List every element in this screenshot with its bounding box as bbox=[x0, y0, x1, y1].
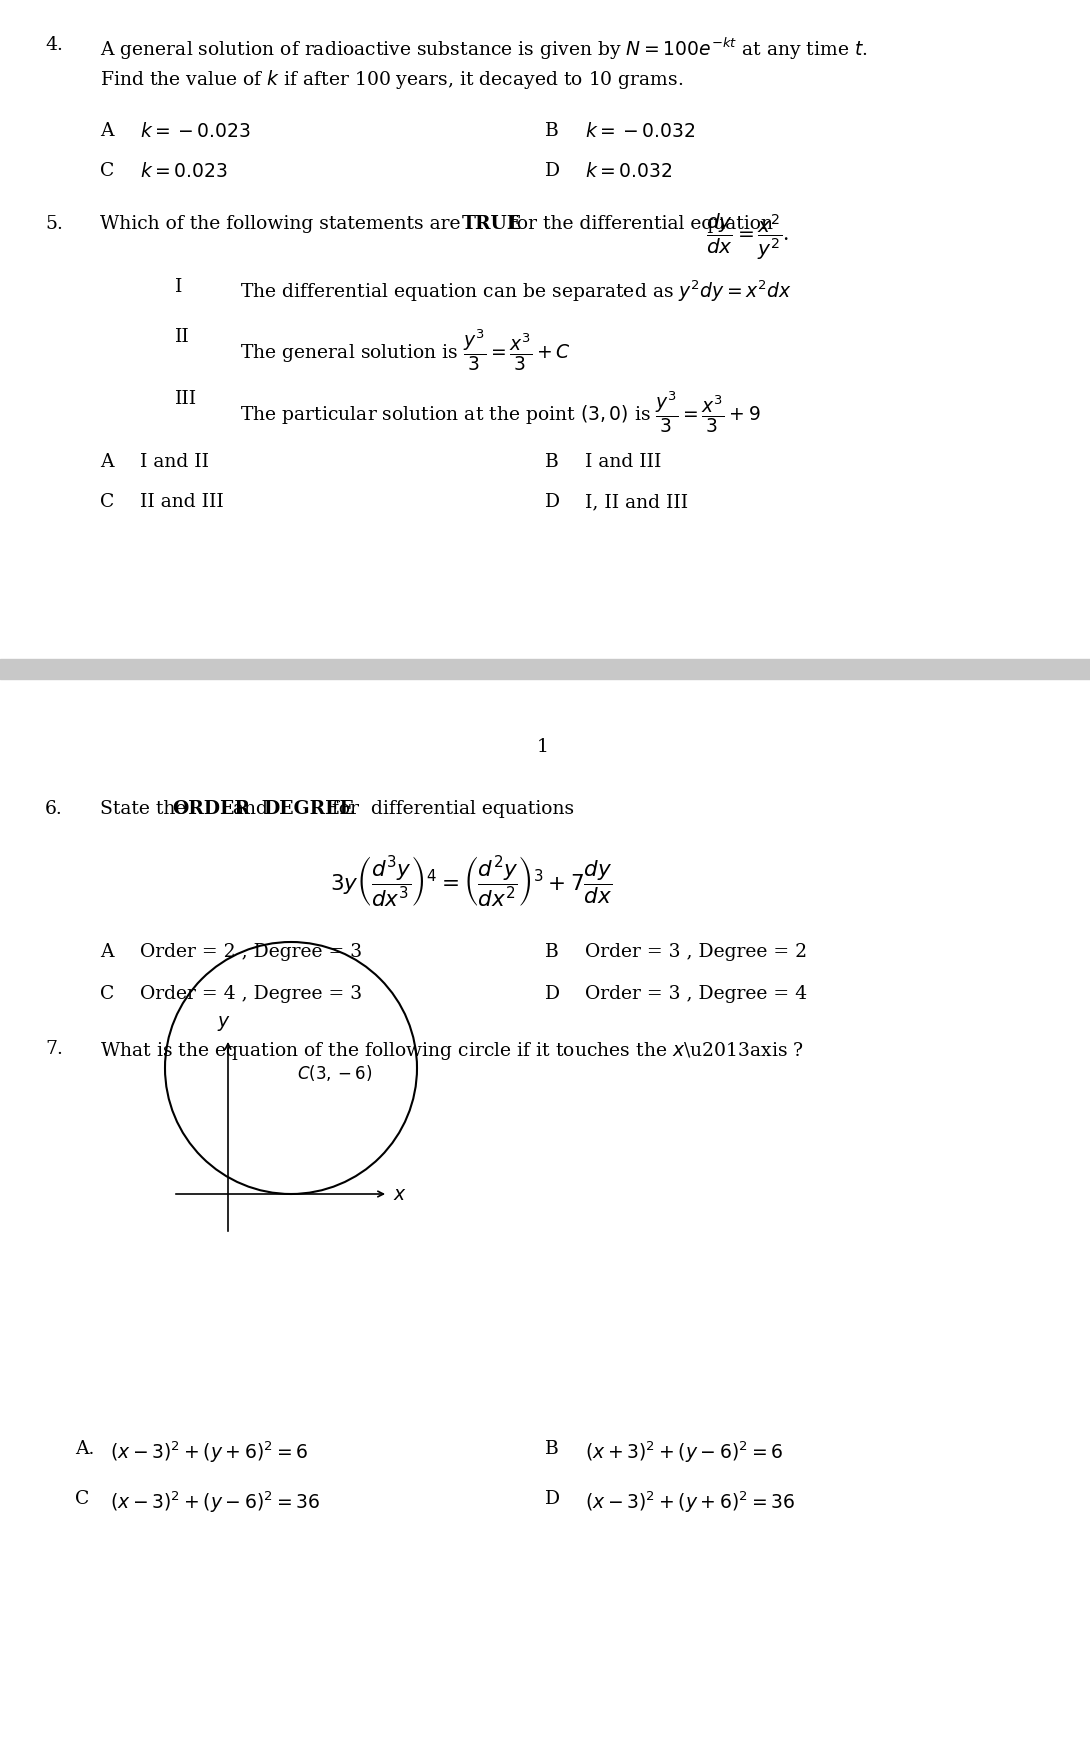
Text: $k = 0.023$: $k = 0.023$ bbox=[140, 163, 228, 180]
Text: II and III: II and III bbox=[140, 493, 223, 510]
Text: $x$: $x$ bbox=[393, 1185, 407, 1203]
Text: B: B bbox=[545, 122, 559, 140]
Text: Which of the following statements are: Which of the following statements are bbox=[100, 215, 467, 232]
Text: A general solution of radioactive substance is given by $N = 100e^{-kt}$ at any : A general solution of radioactive substa… bbox=[100, 37, 868, 63]
Text: I: I bbox=[175, 278, 182, 295]
Text: I and II: I and II bbox=[140, 453, 209, 470]
Text: $k = 0.032$: $k = 0.032$ bbox=[585, 163, 673, 180]
Text: and: and bbox=[227, 799, 274, 818]
Text: Order = 3 , Degree = 2: Order = 3 , Degree = 2 bbox=[585, 942, 807, 960]
Text: A: A bbox=[100, 942, 113, 960]
Bar bbox=[0, 659, 1090, 680]
Text: The general solution is $\dfrac{y^3}{3} = \dfrac{x^3}{3} + C$: The general solution is $\dfrac{y^3}{3} … bbox=[240, 329, 571, 372]
Text: ORDER: ORDER bbox=[172, 799, 250, 818]
Text: Order = 2 , Degree = 3: Order = 2 , Degree = 3 bbox=[140, 942, 362, 960]
Text: D: D bbox=[545, 984, 560, 1002]
Text: D: D bbox=[545, 163, 560, 180]
Text: Find the value of $k$ if after 100 years, it decayed to 10 grams.: Find the value of $k$ if after 100 years… bbox=[100, 68, 683, 91]
Text: III: III bbox=[175, 390, 197, 407]
Text: B: B bbox=[545, 453, 559, 470]
Text: $\dfrac{dy}{dx} = \dfrac{x^2}{y^2}$.: $\dfrac{dy}{dx} = \dfrac{x^2}{y^2}$. bbox=[706, 212, 789, 262]
Text: II: II bbox=[175, 329, 190, 346]
Text: Order = 4 , Degree = 3: Order = 4 , Degree = 3 bbox=[140, 984, 362, 1002]
Text: for  differential equations: for differential equations bbox=[326, 799, 574, 818]
Text: C: C bbox=[100, 163, 114, 180]
Text: B: B bbox=[545, 1439, 559, 1458]
Text: $(x-3)^2+(y+6)^2=36$: $(x-3)^2+(y+6)^2=36$ bbox=[585, 1489, 796, 1514]
Text: State the: State the bbox=[100, 799, 192, 818]
Text: $(x-3)^2+(y+6)^2=6$: $(x-3)^2+(y+6)^2=6$ bbox=[110, 1439, 308, 1465]
Text: A: A bbox=[100, 122, 113, 140]
Text: A.: A. bbox=[75, 1439, 95, 1458]
Text: What is the equation of the following circle if it touches the $x$\u2013axis ?: What is the equation of the following ci… bbox=[100, 1040, 803, 1061]
Text: 5.: 5. bbox=[45, 215, 63, 232]
Text: 1: 1 bbox=[537, 738, 549, 755]
Text: $(x+3)^2+(y-6)^2=6$: $(x+3)^2+(y-6)^2=6$ bbox=[585, 1439, 784, 1465]
Text: $k = -0.032$: $k = -0.032$ bbox=[585, 122, 695, 142]
Text: TRUE: TRUE bbox=[462, 215, 522, 232]
Text: B: B bbox=[545, 942, 559, 960]
Text: The particular solution at the point $(3,0)$ is $\dfrac{y^3}{3} = \dfrac{x^3}{3}: The particular solution at the point $(3… bbox=[240, 390, 761, 435]
Text: DEGREE: DEGREE bbox=[263, 799, 354, 818]
Text: 4.: 4. bbox=[45, 37, 63, 54]
Text: C: C bbox=[100, 984, 114, 1002]
Text: $y$: $y$ bbox=[217, 1014, 231, 1033]
Text: C: C bbox=[75, 1489, 89, 1507]
Text: I, II and III: I, II and III bbox=[585, 493, 688, 510]
Text: 6.: 6. bbox=[45, 799, 63, 818]
Text: $3y\left(\dfrac{d^3y}{dx^3}\right)^4 = \left(\dfrac{d^2y}{dx^2}\right)^3 + 7\dfr: $3y\left(\dfrac{d^3y}{dx^3}\right)^4 = \… bbox=[330, 855, 613, 911]
Text: $k = -0.023$: $k = -0.023$ bbox=[140, 122, 251, 142]
Text: The differential equation can be separated as $y^2dy = x^2dx$: The differential equation can be separat… bbox=[240, 278, 791, 304]
Text: A: A bbox=[100, 453, 113, 470]
Text: Order = 3 , Degree = 4: Order = 3 , Degree = 4 bbox=[585, 984, 807, 1002]
Text: 7.: 7. bbox=[45, 1040, 63, 1058]
Text: I and III: I and III bbox=[585, 453, 662, 470]
Text: D: D bbox=[545, 1489, 560, 1507]
Text: $C(3,-6)$: $C(3,-6)$ bbox=[296, 1063, 373, 1082]
Text: D: D bbox=[545, 493, 560, 510]
Text: C: C bbox=[100, 493, 114, 510]
Text: for the differential equation: for the differential equation bbox=[504, 215, 779, 232]
Text: $(x-3)^2+(y-6)^2=36$: $(x-3)^2+(y-6)^2=36$ bbox=[110, 1489, 320, 1514]
